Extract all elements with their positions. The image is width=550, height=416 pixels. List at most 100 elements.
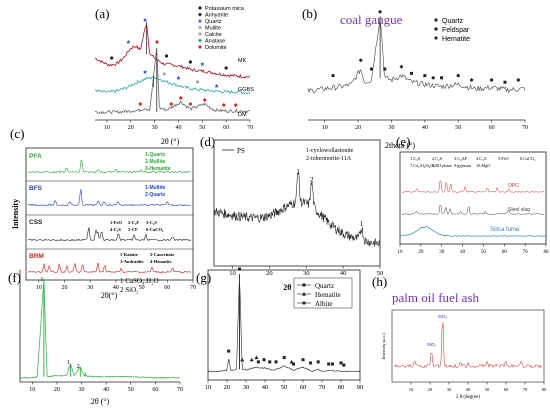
panel-e-plot <box>399 180 547 237</box>
panel-a-legend-marker-1 <box>198 12 202 17</box>
panel-g-marker-2 <box>240 357 245 362</box>
panel-b-tick-label-4: 50 <box>455 125 461 131</box>
panel-b-legend: Quartz Feldspar Hematite <box>434 18 470 43</box>
panel-a-legend-label-6: Dolomite <box>205 45 227 51</box>
panel-a-marker-12 <box>138 102 143 106</box>
panel-a-legend-label-4: Calcite <box>205 32 222 38</box>
panel-f-peak-label-2: 2 <box>77 364 80 370</box>
panel-f-series <box>19 283 180 379</box>
panel-b-marker-9 <box>440 76 444 80</box>
panel-f-peak-label-1: 1 <box>67 360 70 366</box>
panel-a: (a) 10 20 30 40 50 60 70 2θ (°) Potassium mica… <box>94 6 254 146</box>
panel-f-xlabel: 2θ (°) <box>91 397 110 406</box>
panel-a-marker-19 <box>233 103 238 107</box>
panel-c-tick-label-1: 20 <box>62 285 68 291</box>
panel-b-tick-label-1: 20 <box>355 125 361 131</box>
panel-c-phase-0-0: 1-Quartz <box>145 152 166 158</box>
panel-a-marker-16 <box>188 102 193 106</box>
panel-c: (c) PFA BFS CSS BRM 1-Quartz2-Mullite3-Hemat… <box>10 126 196 300</box>
panel-g-x-ticks: 10 20 30 40 50 60 70 80 90 <box>205 380 363 391</box>
panel-a-tick-label-5: 60 <box>223 125 229 131</box>
panel-e-tick-label-6: 70 <box>523 250 529 255</box>
panel-f-tick-label-6: 70 <box>177 387 183 393</box>
panel-g-tick-label-4: 50 <box>281 384 288 391</box>
panel-c-tick-label-0: 10 <box>36 285 42 291</box>
panel-b-xlabel: 2theta (°) <box>385 141 415 150</box>
panel-b-legend-marker-0 <box>434 18 438 22</box>
panel-g-marker-18 <box>342 363 346 367</box>
panel-c-series-css <box>27 227 192 242</box>
panel-e-phase-note-7: 8.RO phase <box>432 163 452 168</box>
panel-a-legend: Potassium micaAnhydriteQuartzMulliteCalc… <box>197 6 245 51</box>
panel-h-tick-label-5: 60 <box>504 387 509 392</box>
panel-d-tick-label-2: 30 <box>303 270 310 277</box>
panel-g-marker-3 <box>249 357 254 362</box>
panel-c-series-brm <box>27 262 192 274</box>
panel-a-plot <box>94 17 251 115</box>
panel-a-marker-5 <box>200 61 205 66</box>
panel-c-ylabel: Intensity <box>11 199 20 229</box>
panel-c-sample-label-1: BFS <box>29 185 43 192</box>
panel-c-sample-label-0: PFA <box>29 153 42 160</box>
panel-c-tick-label-4: 50 <box>139 285 145 291</box>
panel-c-phase-3-1: 2-Cancrinite <box>150 252 174 257</box>
panel-c-phase-3-0: 1-Kaioite <box>120 252 138 257</box>
panel-h-tick-label-6: 70 <box>523 387 528 392</box>
panel-e-tick-label-5: 60 <box>502 250 508 255</box>
panel-a-xlabel: 2θ (°) <box>161 137 180 146</box>
panel-d-tick-label-0: 10 <box>229 270 236 277</box>
panel-b-marker-5 <box>399 64 404 69</box>
panel-b-marker-11 <box>469 78 474 82</box>
panel-b-tick-label-5: 60 <box>489 125 495 131</box>
panel-a-legend-marker-4 <box>198 32 202 36</box>
panel-c-series-pfa <box>27 159 192 174</box>
panel-e-tick-label-4: 50 <box>481 250 487 255</box>
panel-h-label: (h) <box>372 274 387 289</box>
panel-g-marker-14 <box>316 360 320 364</box>
panel-e-series-label-2: Silica fume <box>490 227 520 233</box>
panel-b-tick-label-6: 70 <box>522 125 528 131</box>
panel-h-tick-label-4: 50 <box>485 387 490 392</box>
panel-f-plot <box>19 278 180 379</box>
panel-c-series-bfs <box>27 189 191 207</box>
panel-g-marker-4 <box>254 355 259 360</box>
panel-f-tick-label-4: 50 <box>128 387 134 393</box>
panel-c-phase-2-5: 6-CaCO₃ <box>146 227 164 232</box>
panel-c-label: (c) <box>10 126 24 141</box>
panel-c-phase-0-2: 3-Hematite <box>145 166 171 172</box>
panel-g-tick-label-1: 20 <box>224 384 231 391</box>
panel-a-legend-marker-2 <box>197 18 203 23</box>
panel-b-legend-label-1: Feldspar <box>442 27 470 34</box>
panel-a-marker-10 <box>195 80 200 84</box>
panel-c-phase-2-3: 4-C₃S <box>110 227 121 232</box>
panel-a-marker-1 <box>126 39 131 44</box>
panel-b-marker-10 <box>456 74 460 78</box>
panel-e-label: (e) <box>396 134 410 149</box>
panel-d-peak-label-0: 1 <box>296 168 300 176</box>
panel-a-tick-label-2: 30 <box>152 125 158 131</box>
panel-b-marker-12 <box>490 78 494 82</box>
panel-g-marker-7 <box>268 360 272 364</box>
panel-h-peak-labels: SiO₂ SiO₂ <box>427 314 448 347</box>
panel-c-phase-2-4: 5-CF <box>128 227 138 232</box>
panel-b-marker-14 <box>516 78 520 82</box>
panel-b-series <box>307 19 526 94</box>
panel-h-tick-label-7: 80 <box>542 387 547 392</box>
panel-c-phase-3-2: 3-Andradite <box>120 259 144 264</box>
panel-g-legend-marker-1 <box>302 292 306 296</box>
panel-e-tick-label-0: 10 <box>398 250 404 255</box>
panel-c-sample-label-3: BRM <box>29 253 44 260</box>
panel-a-marker-4 <box>188 60 192 64</box>
panel-e-tick-label-3: 40 <box>460 250 466 255</box>
panel-e-phase-note-5: 6.CaCO₃ <box>520 156 536 161</box>
panel-a-marker-3 <box>164 54 169 58</box>
panel-h-x-ticks: 10 20 30 40 50 60 70 80 <box>409 382 547 392</box>
panel-b-marker-7 <box>423 74 427 78</box>
panel-b-legend-label-2: Hematite <box>442 36 470 43</box>
panel-b-x-ticks: 10 20 30 40 50 60 70 <box>322 120 528 131</box>
panel-f-tick-label-3: 40 <box>103 387 109 393</box>
panel-e-phase-notes: 1.C₃S 2.C₂S 3.C₄AF 4.C₃A 5.FeO 6.CaCO₃ 7.Ca₂Al… <box>410 156 536 168</box>
